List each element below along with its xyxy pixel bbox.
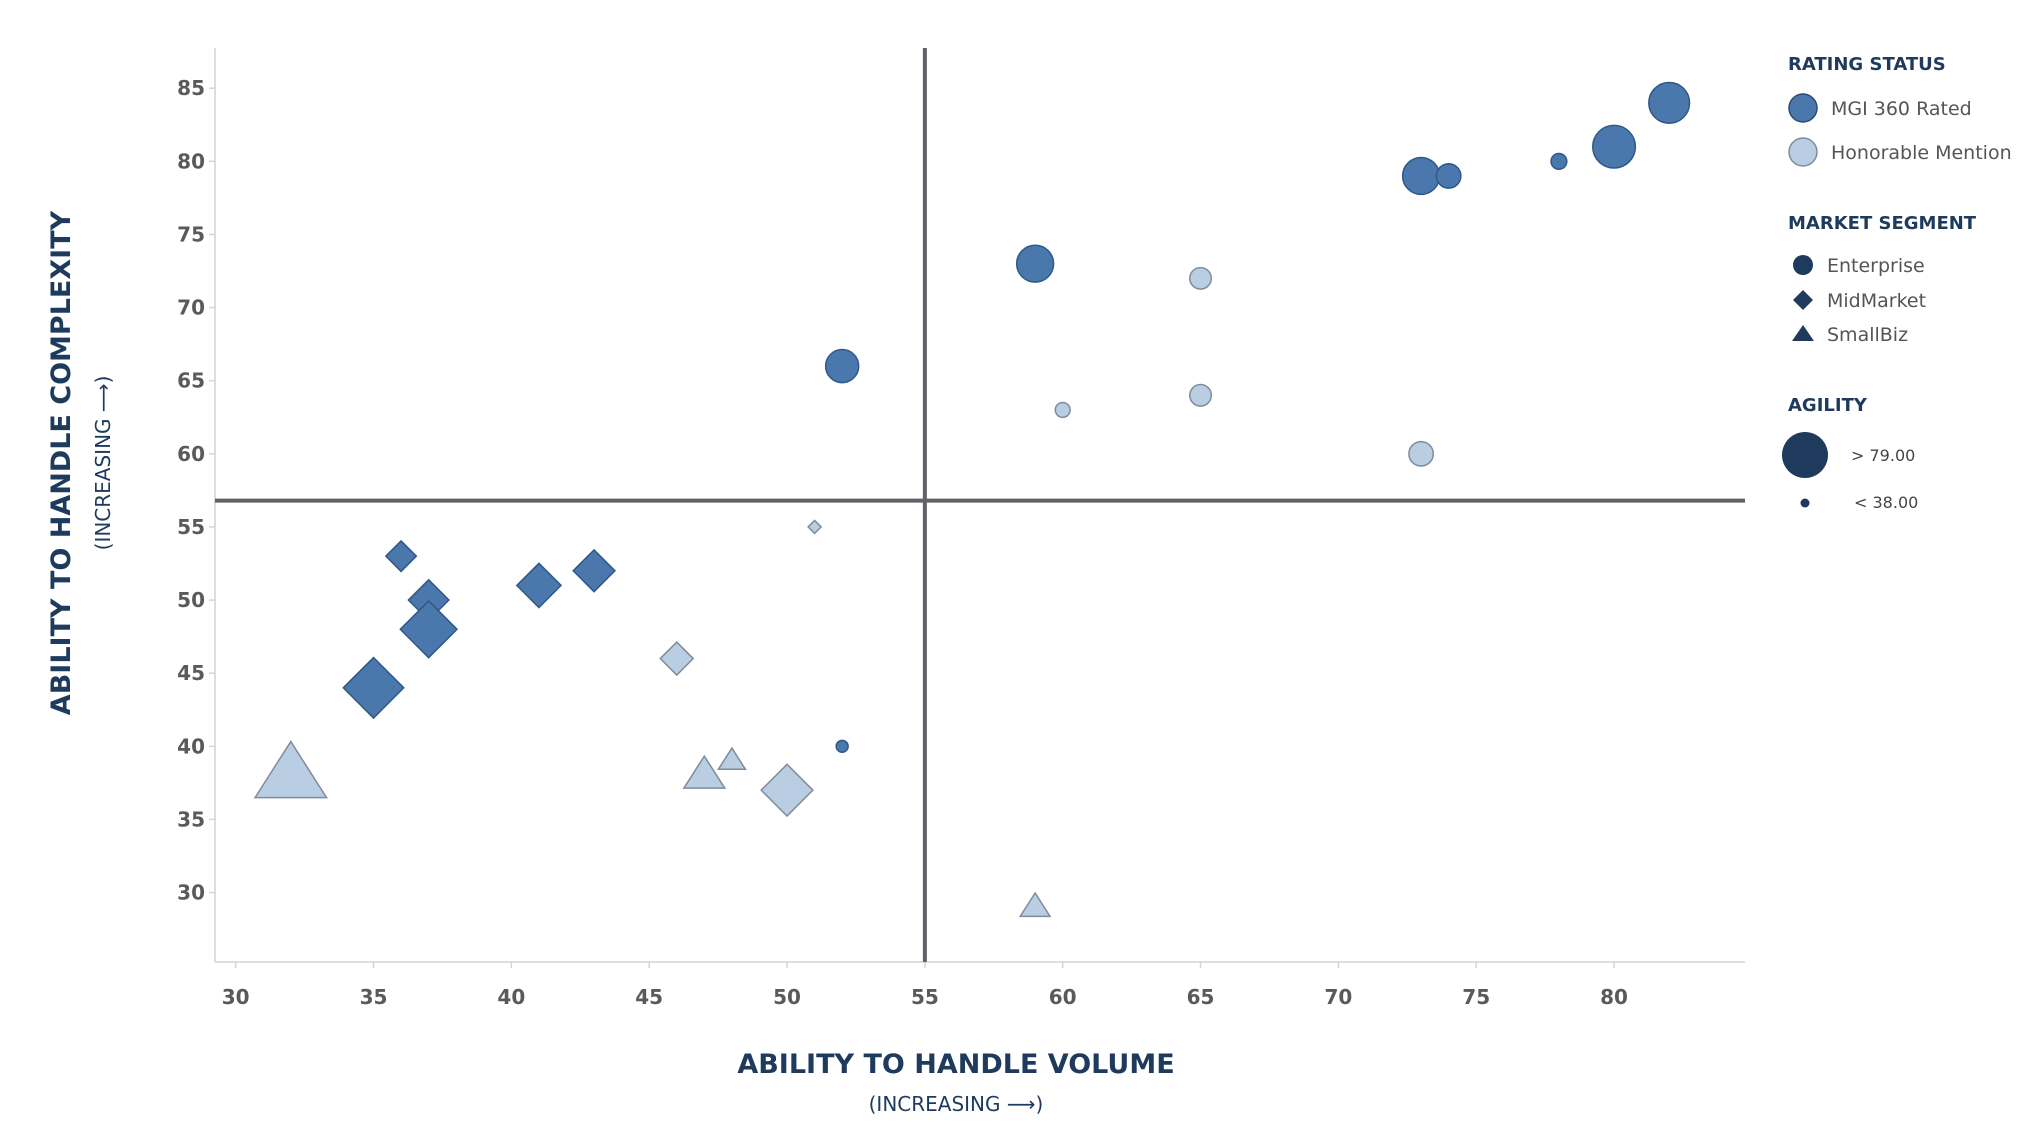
x-tick-label: 75 [1462, 985, 1490, 1009]
legend-honorable-label: Honorable Mention [1831, 142, 2012, 164]
x-tick-label: 45 [635, 985, 663, 1009]
legend: RATING STATUS MGI 360 Rated Honorable Me… [1782, 54, 2012, 512]
data-point-midmarket [399, 599, 459, 659]
y-axis-title: ABILITY TO HANDLE COMPLEXITY [46, 210, 77, 715]
data-point-smallbiz [253, 740, 328, 799]
legend-enterprise-circle-icon [1793, 255, 1813, 275]
y-tick-label: 75 [177, 222, 205, 246]
data-point-enterprise [824, 348, 860, 384]
x-tick-labels: 30 35 40 45 50 55 60 65 70 75 80 [222, 985, 1628, 1009]
data-point-midmarket [659, 641, 695, 677]
data-point-enterprise [1408, 440, 1435, 467]
legend-rated-label: MGI 360 Rated [1831, 98, 1972, 120]
y-tick-label: 55 [177, 515, 205, 539]
data-points [253, 81, 1691, 918]
legend-smallbiz-triangle-icon [1792, 325, 1814, 341]
x-tick-label: 60 [1049, 985, 1077, 1009]
x-tick-label: 65 [1187, 985, 1215, 1009]
y-tick-label: 65 [177, 369, 205, 393]
y-tick-label: 80 [177, 149, 205, 173]
y-tick-label: 35 [177, 807, 205, 831]
legend-agility-large-circle-icon [1782, 432, 1828, 478]
plot-area: 30 35 40 45 50 55 60 65 70 75 80 30 35 40 45 50 55 60 65 7… [177, 48, 1745, 1009]
legend-market-segment-title: MARKET SEGMENT [1788, 213, 1977, 234]
legend-smallbiz-label: SmallBiz [1827, 324, 1908, 346]
y-tick-labels: 30 35 40 45 50 55 60 65 70 75 80 85 [177, 76, 205, 904]
data-point-midmarket [342, 656, 405, 720]
data-point-enterprise [1015, 244, 1055, 283]
data-point-smallbiz [1018, 891, 1052, 918]
legend-agility-small-label: < 38.00 [1854, 493, 1918, 512]
x-tick-label: 70 [1324, 985, 1352, 1009]
y-tick-label: 85 [177, 76, 205, 100]
data-point-smallbiz [717, 746, 747, 771]
data-point-enterprise [1648, 81, 1691, 124]
legend-enterprise-label: Enterprise [1827, 255, 1925, 277]
legend-market-segment: MARKET SEGMENT Enterprise MidMarket Smal… [1788, 213, 1977, 346]
data-point-enterprise [1550, 152, 1568, 170]
data-point-midmarket [760, 763, 814, 818]
legend-midmarket-diamond-icon [1793, 290, 1813, 310]
data-point-smallbiz [682, 754, 727, 789]
x-tick-label: 40 [497, 985, 525, 1009]
x-tick-label: 35 [360, 985, 388, 1009]
data-point-enterprise [1189, 266, 1213, 290]
legend-midmarket-label: MidMarket [1827, 290, 1926, 312]
legend-rating-status: RATING STATUS MGI 360 Rated Honorable Me… [1788, 54, 2012, 167]
data-point-enterprise [1189, 383, 1213, 407]
x-tick-marks [234, 962, 1615, 968]
data-point-enterprise [1054, 401, 1071, 419]
data-point-enterprise [1401, 156, 1441, 196]
legend-rating-status-title: RATING STATUS [1788, 54, 1946, 75]
legend-honorable-swatch [1788, 137, 1818, 167]
x-tick-label: 30 [222, 985, 250, 1009]
x-tick-label: 80 [1600, 985, 1628, 1009]
y-tick-label: 60 [177, 442, 205, 466]
legend-agility-large-label: > 79.00 [1851, 446, 1915, 465]
x-tick-label: 50 [773, 985, 801, 1009]
legend-rated-swatch [1788, 93, 1818, 123]
data-point-enterprise [1435, 163, 1462, 189]
y-axis-subtitle: (INCREASING ⟶) [91, 376, 115, 551]
legend-agility: AGILITY > 79.00 < 38.00 [1782, 395, 1918, 512]
y-tick-label: 50 [177, 588, 205, 612]
x-axis-subtitle: (INCREASING ⟶) [869, 1092, 1044, 1116]
y-tick-label: 40 [177, 734, 205, 758]
data-point-enterprise [1591, 124, 1637, 169]
y-tick-label: 30 [177, 881, 205, 905]
data-point-midmarket [515, 562, 563, 609]
data-point-midmarket [807, 519, 823, 535]
y-tick-marks [209, 87, 215, 894]
data-point-midmarket [572, 548, 616, 593]
y-tick-label: 70 [177, 296, 205, 320]
y-tick-label: 45 [177, 661, 205, 685]
data-point-midmarket [384, 539, 418, 573]
legend-agility-title: AGILITY [1788, 395, 1868, 416]
x-axis-title: ABILITY TO HANDLE VOLUME [737, 1049, 1174, 1080]
data-point-enterprise [835, 739, 849, 754]
legend-agility-small-circle-icon [1800, 498, 1810, 508]
x-tick-label: 55 [911, 985, 939, 1009]
